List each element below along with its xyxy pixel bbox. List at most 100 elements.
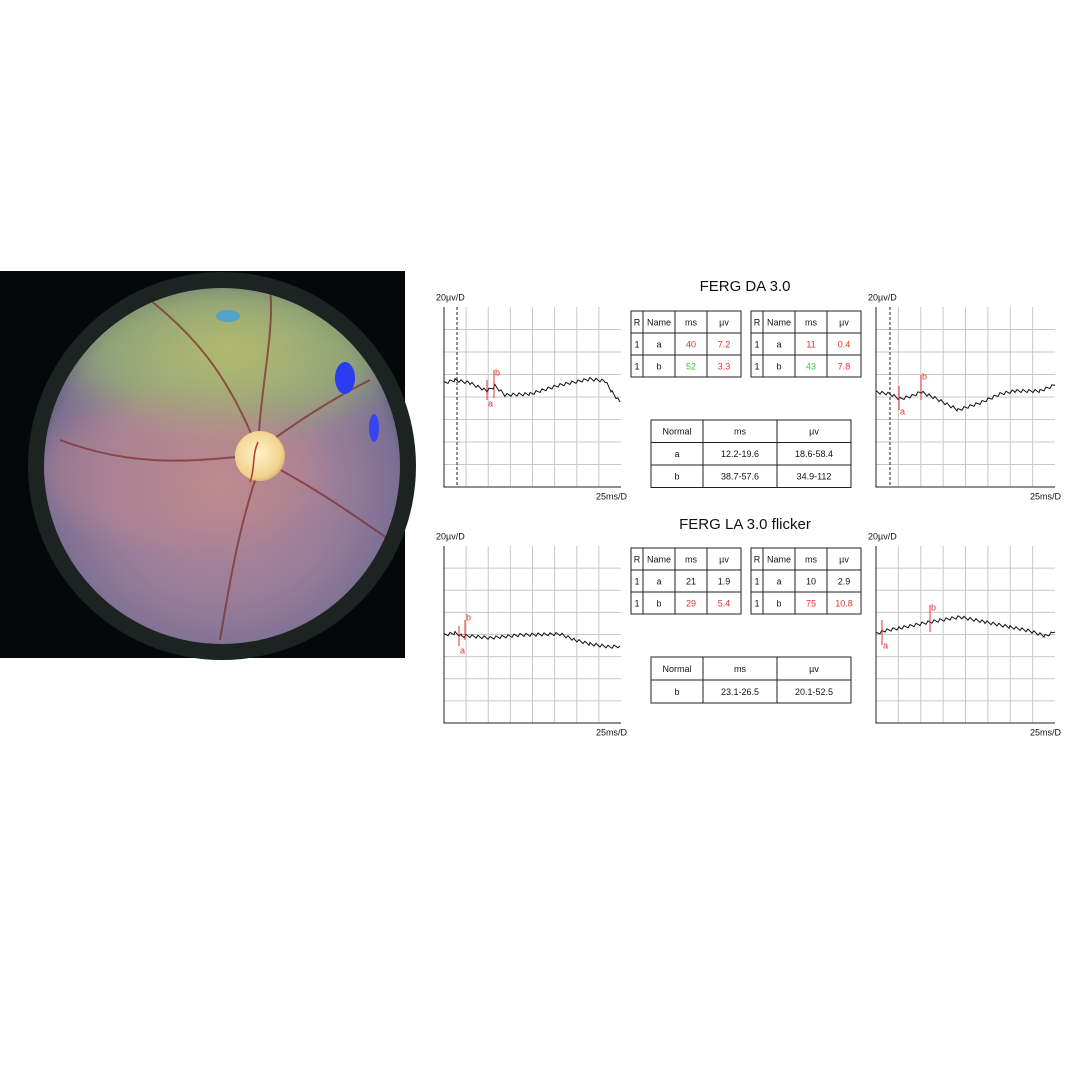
waveform [443,630,621,649]
result-table: Normal ms µv a 12.2-19.6 18.6-58.4 b 38.7-57.6 3… [650,419,852,488]
table-value: 3.3 [718,361,731,371]
table-value: 10 [806,576,816,586]
marker-label: a [900,406,905,416]
table-value: a [674,449,679,459]
result-table: R Name ms µv 1 a 11 0.4 1 b 43 7.8 [750,310,862,378]
table-cell [826,591,862,615]
x-scale-label: 25ms/D [596,727,628,737]
table-value: 5.4 [718,598,731,608]
table-value: a [776,339,781,349]
table-value: 1 [634,598,639,608]
axis [875,307,1055,488]
table-value: 1 [754,361,759,371]
marker-label: b [931,602,936,612]
table-value: b [674,687,679,697]
table-header: µv [719,317,729,327]
x-scale-label: 25ms/D [596,491,628,501]
x-scale-label: 25ms/D [1030,491,1062,501]
table-value: 0.4 [838,339,851,349]
table-value: 1 [634,361,639,371]
table-header: ms [805,317,817,327]
table-value: 10.8 [835,598,853,608]
table-value: 75 [806,598,816,608]
erg-panel: 20µv/D 25ms/D a b [436,531,627,737]
marker-label: b [466,612,471,622]
table-header: µv [839,554,849,564]
axis [875,546,1055,724]
table-value: 1 [634,576,639,586]
y-scale-label: 20µv/D [436,531,465,541]
result-table: R Name ms µv 1 a 21 1.9 1 b 29 5.4 [630,547,742,615]
table-header: R [754,554,761,564]
y-scale-label: 20µv/D [868,531,897,541]
table-value: 52 [686,361,696,371]
marker-label: a [883,640,888,650]
result-table: R Name ms µv 1 a 40 7.2 1 b 52 3.3 [630,310,742,378]
result-table: Normal ms µv b 23.1-26.5 20.1-52.5 [650,656,852,704]
y-scale-label: 20µv/D [868,292,897,302]
table-header: Normal [662,427,691,437]
table-header: Name [767,317,791,327]
table-value: 21 [686,576,696,586]
table-value: 2.9 [838,576,851,586]
table-value: b [656,361,661,371]
table-header: µv [809,427,819,437]
table-value: b [776,361,781,371]
erg-panel: 20µv/D 25ms/D a b [868,292,1061,501]
waveform [443,376,621,403]
table-value: 43 [806,361,816,371]
table-header: Name [647,554,671,564]
table-cell [706,591,742,615]
erg-panel: 20µv/D 25ms/D a b [868,531,1061,737]
table-value: a [776,576,781,586]
x-scale-label: 25ms/D [1030,727,1062,737]
table-value: 1 [754,576,759,586]
table-value: 1.9 [718,576,731,586]
section-title: FERG LA 3.0 flicker [679,516,811,533]
result-table: R Name ms µv 1 a 10 2.9 1 b 75 10.8 [750,547,862,615]
fundus-photo [0,271,416,660]
table-value: a [656,339,661,349]
table-value: a [656,576,661,586]
marker-label: b [495,367,500,377]
table-header: ms [734,664,746,674]
waveform [875,615,1056,639]
table-header: Name [767,554,791,564]
table-value: 7.2 [718,339,731,349]
table-header: Normal [662,664,691,674]
axis [443,307,621,488]
table-value: 11 [806,339,815,349]
y-scale-label: 20µv/D [436,292,465,302]
table-cell [706,354,742,378]
table-value: 23.1-26.5 [721,687,759,697]
table-value: 20.1-52.5 [795,687,833,697]
table-value: 38.7-57.6 [721,472,759,482]
table-value: 18.6-58.4 [795,449,833,459]
waveform [875,384,1056,413]
marker-label: b [922,371,927,381]
table-value: 12.2-19.6 [721,449,759,459]
table-header: ms [805,554,817,564]
table-header: R [754,317,761,327]
table-cell [776,679,852,704]
table-value: 1 [754,339,759,349]
table-cell [776,464,852,488]
table-value: 1 [754,598,759,608]
table-header: µv [809,664,819,674]
marker-label: a [460,645,465,655]
section-title: FERG DA 3.0 [700,278,791,295]
table-header: ms [685,554,697,564]
table-value: 40 [686,339,696,349]
table-header: R [634,554,641,564]
marker-label: a [488,398,493,408]
table-value: b [674,472,679,482]
table-header: µv [839,317,849,327]
table-header: R [634,317,641,327]
table-value: 34.9-112 [797,472,832,482]
table-header: µv [719,554,729,564]
table-value: 1 [634,339,639,349]
table-value: b [776,598,781,608]
table-header: ms [685,317,697,327]
axis [443,546,621,724]
